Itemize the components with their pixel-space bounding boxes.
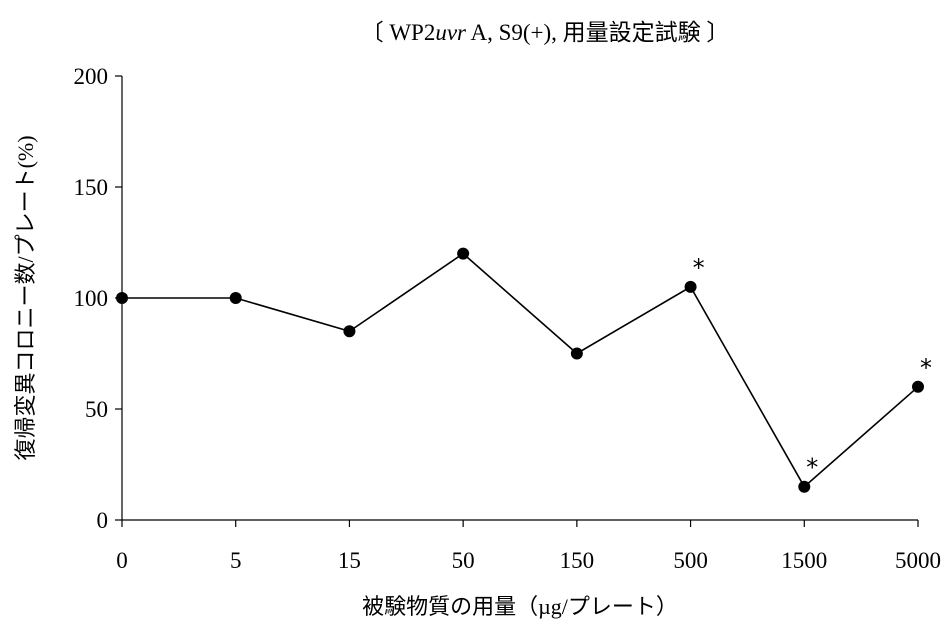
chart-title-italic: uvr: [435, 20, 467, 45]
y-tick-label: 100: [74, 286, 109, 311]
significance-asterisk: *: [806, 454, 818, 482]
y-tick-label: 200: [74, 64, 109, 89]
y-tick-label: 50: [85, 397, 108, 422]
data-point: [457, 247, 470, 260]
chart-title-suffix: A, S9(+), 用量設定試験 〕: [466, 20, 729, 45]
chart-title: 〔 WP2uvr A, S9(+), 用量設定試験 〕: [361, 20, 730, 45]
data-point: [912, 380, 924, 393]
data-point: [684, 280, 697, 293]
x-tick-label: 5000: [895, 548, 941, 573]
data-point: [229, 292, 242, 304]
x-tick-label: 50: [452, 548, 475, 573]
significance-asterisk: *: [693, 254, 705, 282]
x-tick-label: 15: [338, 548, 361, 573]
x-tick-label: 5: [230, 548, 242, 573]
significance-marks: * * *: [693, 254, 932, 482]
significance-asterisk: *: [920, 354, 932, 382]
x-tick-label: 0: [116, 548, 128, 573]
data-point: [798, 480, 811, 493]
x-tick-label: 150: [560, 548, 595, 573]
y-axis-label: 復帰変異コロニー数/プレート(%): [13, 135, 38, 460]
y-tick-label: 0: [97, 508, 109, 533]
x-tick-label: 1500: [781, 548, 827, 573]
ticks: 0 50 100 150 200 0 5 15 50 150 500 1500 5000: [74, 64, 942, 573]
data-point: [116, 292, 128, 304]
y-tick-label: 150: [74, 175, 109, 200]
chart-title-prefix: 〔 WP2: [361, 20, 436, 45]
series: [116, 247, 924, 493]
data-point: [570, 347, 583, 360]
x-axis-label: 被験物質の用量（µg/プレート）: [362, 594, 678, 619]
series-line: [122, 252, 919, 488]
x-tick-label: 500: [673, 548, 708, 573]
data-point: [343, 325, 356, 338]
